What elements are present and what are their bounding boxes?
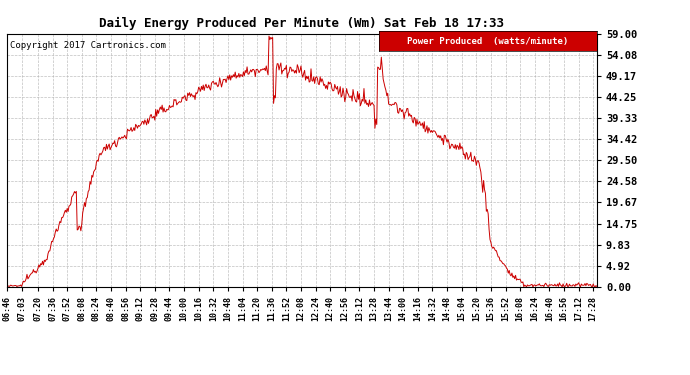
Title: Daily Energy Produced Per Minute (Wm) Sat Feb 18 17:33: Daily Energy Produced Per Minute (Wm) Sa… <box>99 17 504 30</box>
Text: Copyright 2017 Cartronics.com: Copyright 2017 Cartronics.com <box>10 41 166 50</box>
